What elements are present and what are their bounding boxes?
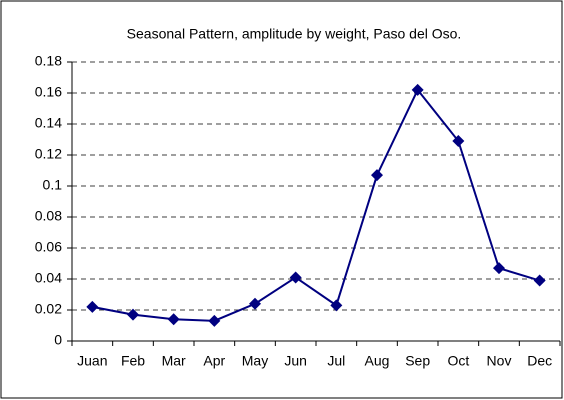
y-tick-label: 0.16 [35,84,62,100]
x-tick-label: Aug [365,353,390,369]
y-tick-label: 0.18 [35,53,62,69]
line [92,88,540,322]
x-tick-label: Apr [203,353,225,369]
marker [249,297,261,310]
marker [289,271,302,284]
y-tick-label: 0.02 [35,301,62,317]
x-tick-label: Oct [447,353,469,369]
x-tick-label: Feb [121,353,145,369]
marker [127,308,139,321]
x-tick-label: Nov [487,353,512,369]
x-tick-label: Juan [77,353,107,369]
y-tick-label: 0.12 [35,146,62,162]
marker [330,299,343,312]
y-tick-label: 0.04 [35,270,62,286]
y-tick-label: 0.14 [35,115,62,131]
y-tick-label: 0.08 [35,208,62,224]
y-tick-label: 0.06 [35,239,62,255]
marker [371,169,383,182]
x-tick-label: May [242,353,268,369]
marker [86,300,99,313]
x-tick-label: Jun [284,353,307,369]
x-tick-label: Mar [162,353,186,369]
y-tick-label: 0.1 [43,177,63,193]
marker [411,83,424,96]
marker [208,314,221,327]
chart-title: Seasonal Pattern, amplitude by weight, P… [127,26,462,42]
marker [452,135,465,148]
x-tick-label: Dec [527,353,552,369]
x-tick-label: Sep [405,353,430,369]
marker [493,262,505,275]
x-tick-label: Jul [327,353,345,369]
marker [167,313,180,326]
y-tick-label: 0 [54,332,62,348]
marker [533,274,546,287]
